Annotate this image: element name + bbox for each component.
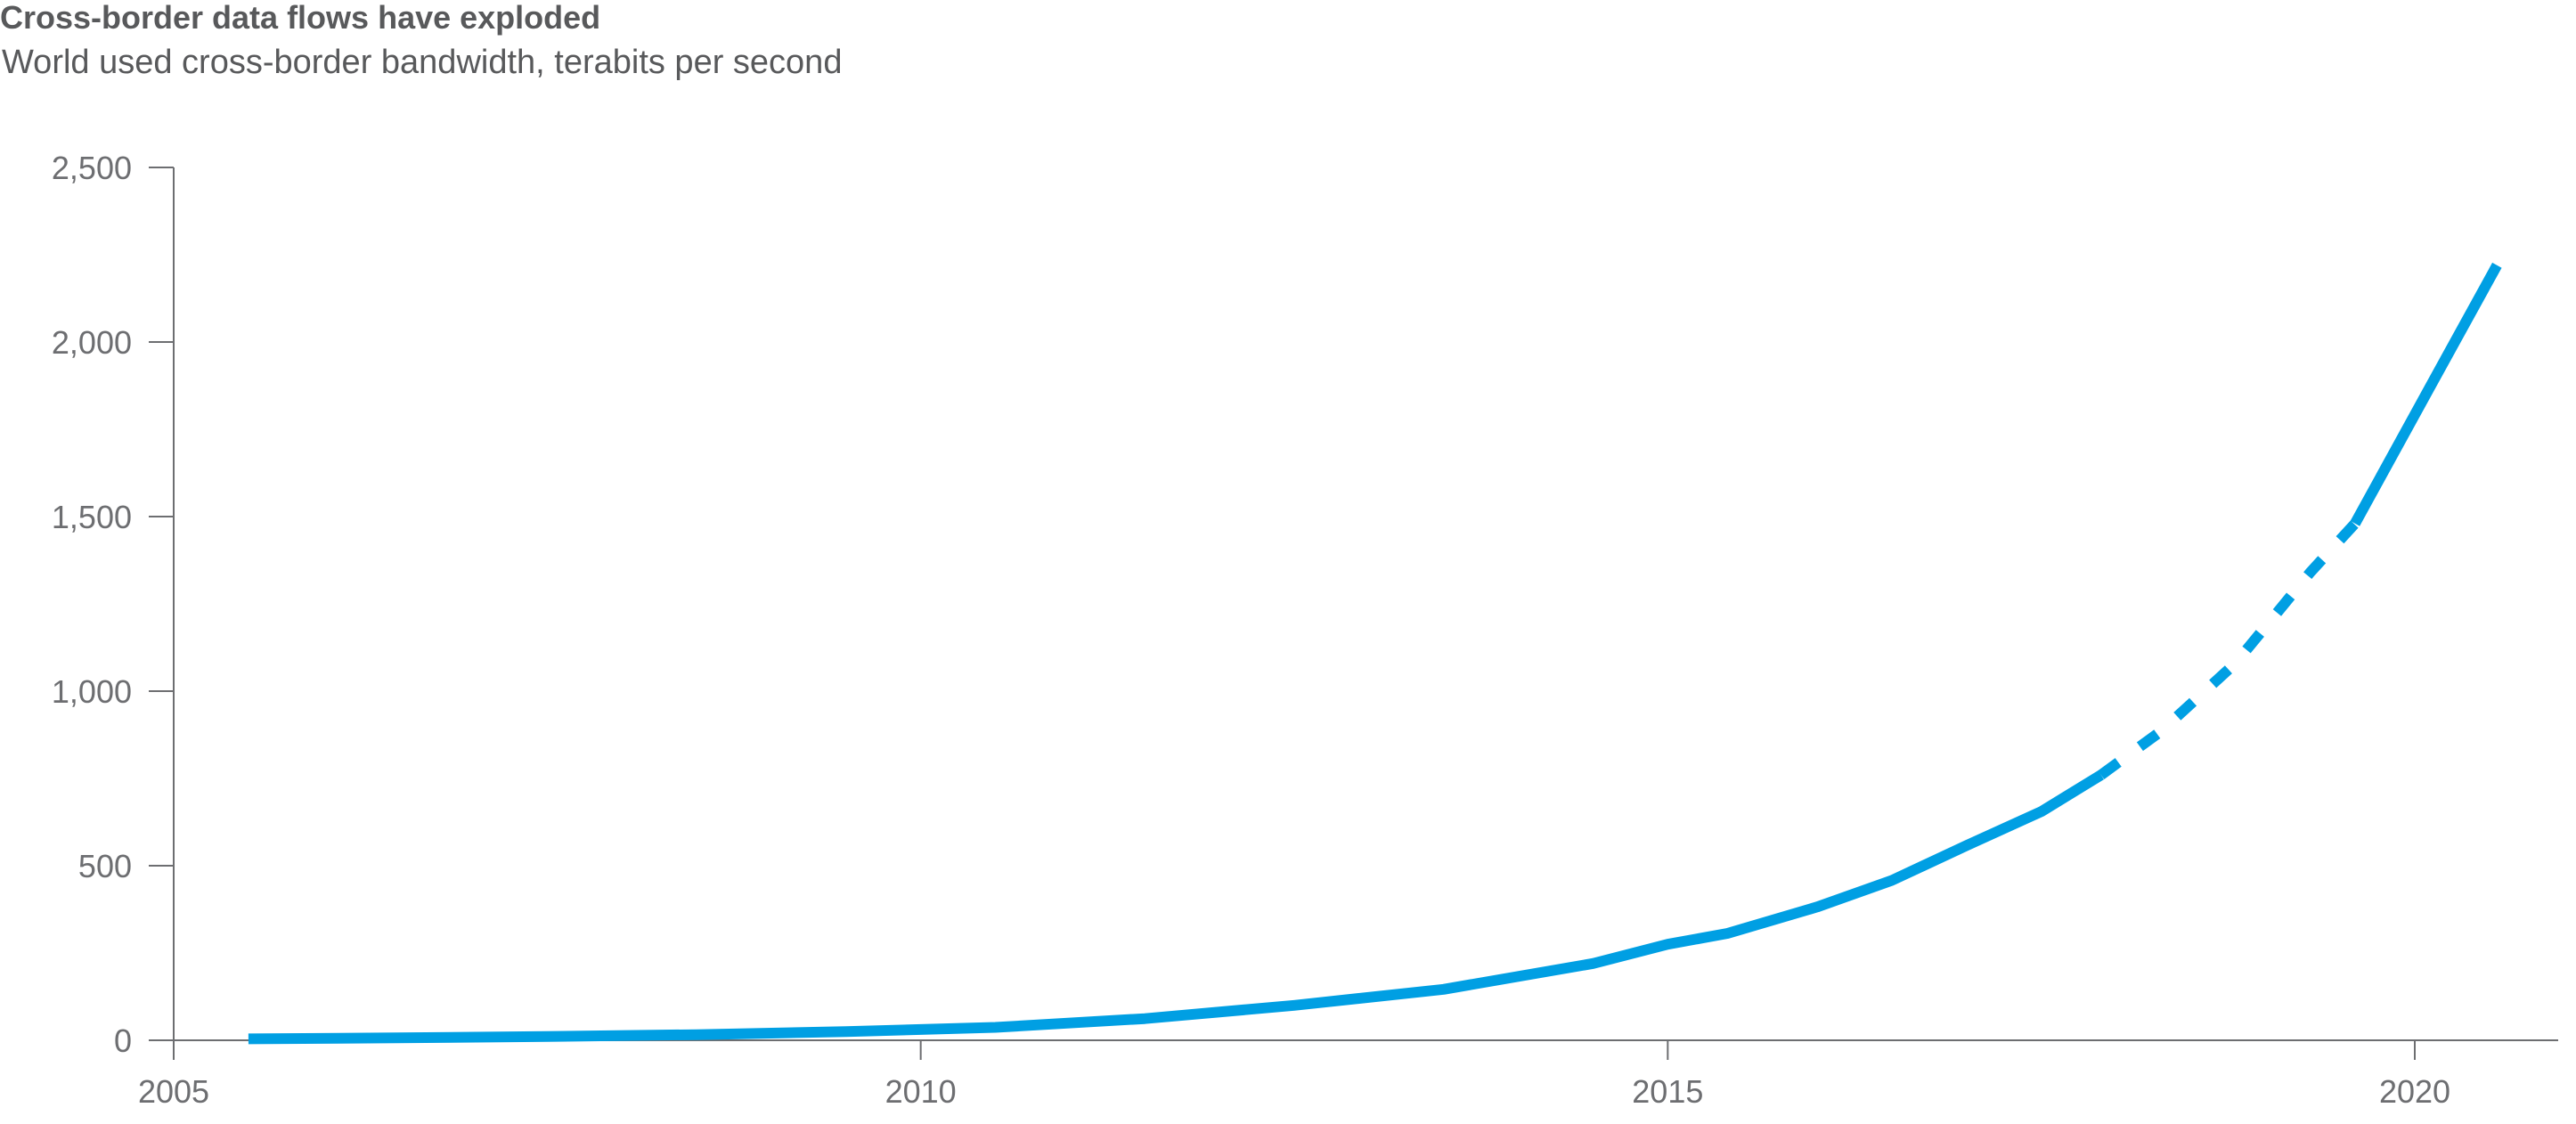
chart-subtitle: World used cross-border bandwidth, terab… (2, 44, 843, 81)
x-tick-label: 2015 (1632, 1073, 1703, 1110)
x-tick-label: 2005 (138, 1073, 209, 1110)
x-tick-label: 2010 (885, 1073, 957, 1110)
axes (149, 167, 2558, 1060)
data-series (248, 262, 2502, 1045)
y-tick-label: 500 (78, 848, 132, 884)
y-tick-label: 1,500 (52, 499, 132, 535)
x-tick-label: 2020 (2379, 1073, 2450, 1110)
y-tick-label: 2,000 (52, 324, 132, 361)
chart-title: Cross-border data flows have exploded (0, 0, 601, 36)
y-tick-label: 1,000 (52, 673, 132, 710)
y-tick-label: 0 (114, 1022, 132, 1059)
series-line-actual (2350, 262, 2502, 526)
y-tick-label: 2,500 (52, 150, 132, 186)
tick-labels: 0 500 1,000 1,500 2,000 2,500 2005 2010 2015 2020 (52, 150, 2450, 1110)
series-line-actual (248, 770, 2104, 1045)
series-line-projected (2098, 519, 2360, 779)
